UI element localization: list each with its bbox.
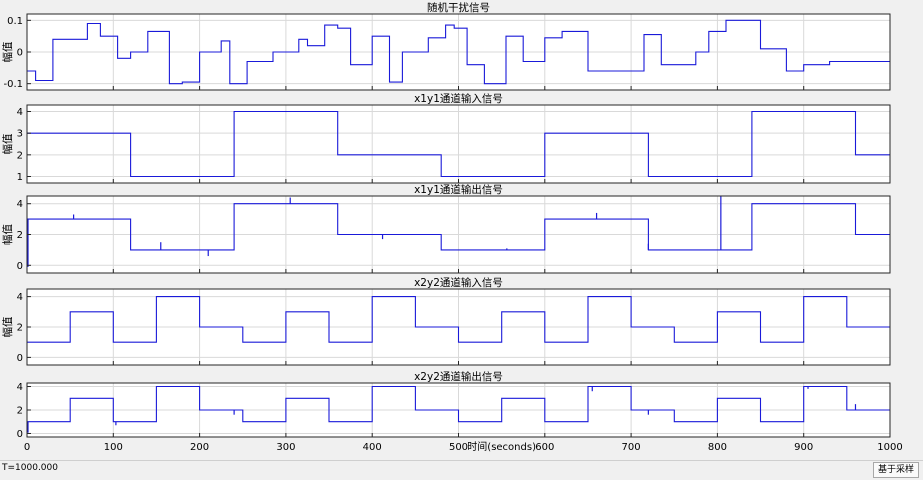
y-tick-label: 0 [17,261,23,272]
y-tick-label: -0.1 [3,79,23,90]
signal-trace [27,110,890,178]
x-tick-label: 1000 [877,442,902,453]
y-axis-label: 幅值 [1,316,14,337]
x-tick-label: 700 [622,442,641,453]
y-tick-label: 4 [17,199,23,210]
x-tick-label: 100 [104,442,123,453]
y-tick-label: 3 [17,129,23,140]
signal-trace [27,296,890,343]
y-tick-label: 0 [17,353,23,364]
y-tick-label: 2 [17,230,23,241]
x-tick-label: 500 [449,442,468,453]
y-axis-label: 幅值 [1,224,14,245]
y-tick-label: 0 [17,429,23,440]
signal-trace [27,203,890,251]
x-axis-label: 时间(seconds) [467,440,536,453]
y-axis-label: 幅值 [1,41,14,62]
simulation-time: T=1000.000 [2,463,58,473]
sample-based-button[interactable]: 基于采样 [872,462,919,478]
status-bar: T=1000.000 基于采样 [0,460,923,480]
subplot-title: x2y2通道输入信号 [414,276,503,289]
y-tick-label: 2 [17,323,23,334]
signal-trace [27,19,890,85]
y-tick-label: 1 [17,172,23,183]
signal-trace [27,385,890,423]
y-tick-label: 4 [17,292,23,303]
scope-plots: 0.10-0.1随机干扰信号幅值1234x1y1通道输入信号幅值024x1y1通… [1,1,903,453]
y-tick-label: 4 [17,107,23,118]
x-tick-label: 400 [363,442,382,453]
y-tick-label: 4 [17,382,23,393]
y-tick-label: 0.1 [7,16,23,27]
subplot-title: x1y1通道输入信号 [414,92,503,105]
y-tick-label: 0 [17,48,23,59]
x-tick-label: 800 [708,442,727,453]
x-tick-label: 300 [276,442,295,453]
y-axis-label: 幅值 [1,133,14,154]
y-tick-label: 2 [17,150,23,161]
x-tick-label: 200 [190,442,209,453]
subplot-title: 随机干扰信号 [427,1,490,14]
x-tick-label: 900 [794,442,813,453]
y-tick-label: 2 [17,406,23,417]
x-tick-label: 600 [535,442,554,453]
subplot-title: x1y1通道输出信号 [414,183,503,196]
subplot-title: x2y2通道输出信号 [414,370,503,383]
subplot-5: 0 2 4 0 100 200 300 400 500 600 700 800 900 1000 x2y2通… [17,370,903,453]
x-tick-label: 0 [24,442,30,453]
